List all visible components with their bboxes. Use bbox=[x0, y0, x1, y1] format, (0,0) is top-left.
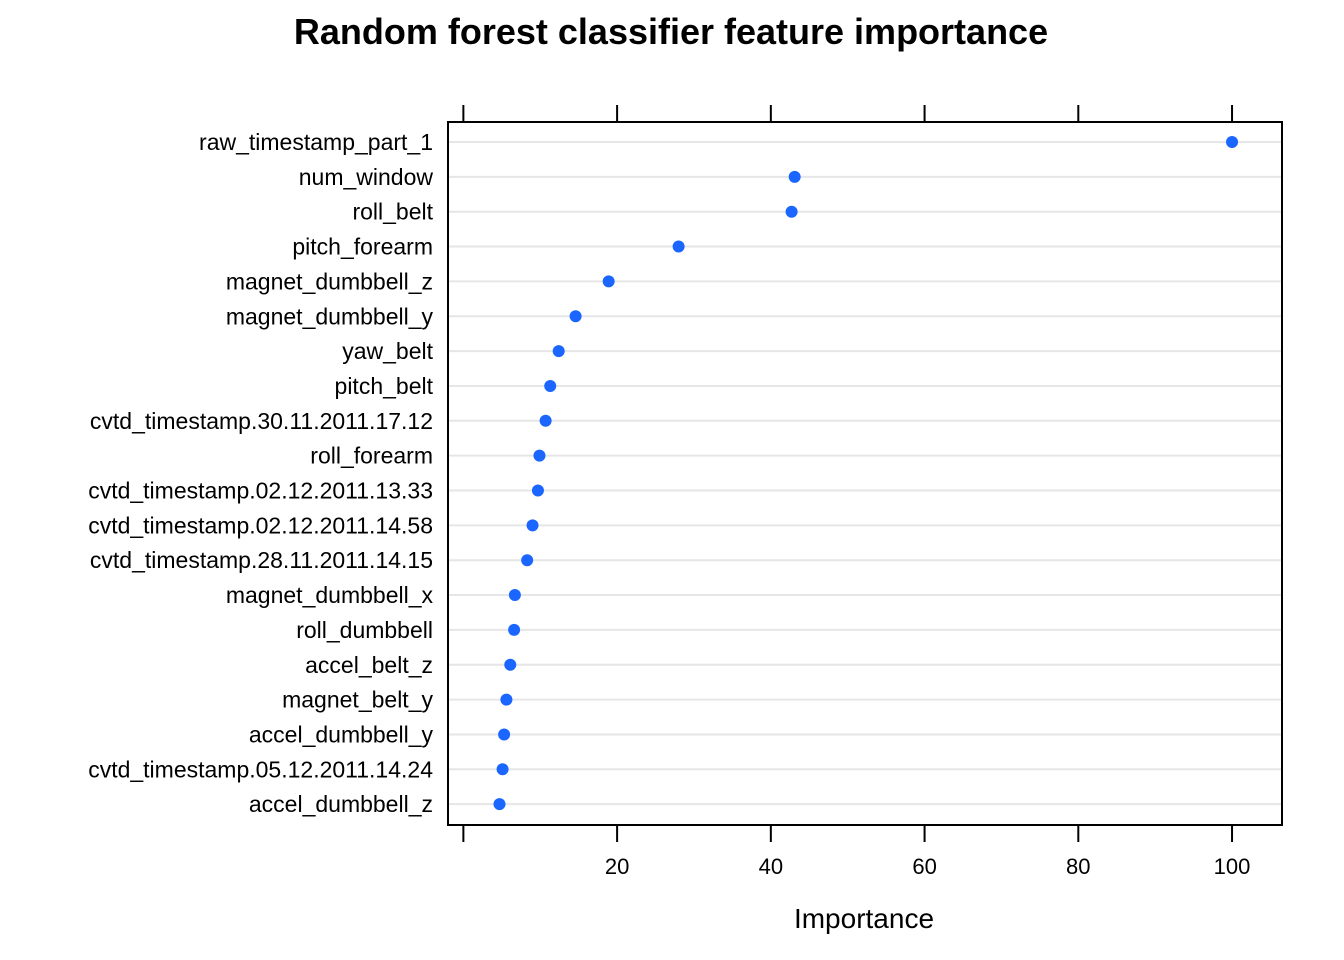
gridlines bbox=[448, 141, 1282, 806]
category-labels: raw_timestamp_part_1 num_window roll_beltp… bbox=[88, 129, 433, 817]
category-label: accel_belt_z bbox=[305, 652, 433, 678]
data-point bbox=[1226, 136, 1239, 148]
category-label: roll_dumbbell bbox=[296, 617, 433, 643]
data-point bbox=[785, 205, 798, 218]
category-label: cvtd_timestamp.02.12.2011.14.58 bbox=[88, 512, 433, 538]
data-point bbox=[508, 623, 521, 636]
category-label: accel_dumbbell_z bbox=[249, 791, 433, 817]
category-label: cvtd_timestamp.30.11.2011.17.12 bbox=[90, 408, 433, 434]
data-point bbox=[544, 379, 557, 392]
data-point bbox=[788, 170, 801, 183]
category-label: cvtd_timestamp.05.12.2011.14.24 bbox=[88, 756, 433, 782]
x-tick-label: 80 bbox=[1066, 854, 1090, 879]
category-label: roll_belt bbox=[352, 199, 433, 225]
x-tick-label: 40 bbox=[759, 854, 783, 879]
category-label: cvtd_timestamp.02.12.2011.13.33 bbox=[88, 478, 433, 504]
category-label: magnet_dumbbell_y bbox=[226, 303, 434, 329]
data-point bbox=[504, 658, 517, 671]
category-label: magnet_dumbbell_x bbox=[226, 582, 434, 608]
data-point bbox=[496, 763, 509, 776]
plot-frame bbox=[447, 121, 1283, 826]
data-point bbox=[602, 275, 615, 288]
x-tick-label: 100 bbox=[1214, 854, 1251, 879]
category-label: pitch_belt bbox=[335, 373, 434, 399]
category-label: num_window bbox=[299, 164, 434, 190]
category-label: magnet_belt_y bbox=[282, 687, 433, 713]
category-label: pitch_forearm bbox=[292, 234, 433, 260]
data-point bbox=[552, 345, 565, 358]
category-label: cvtd_timestamp.28.11.2011.14.15 bbox=[90, 547, 433, 573]
category-label: magnet_dumbbell_z bbox=[226, 268, 433, 294]
category-label: roll_forearm bbox=[310, 443, 433, 469]
x-tick-label: 20 bbox=[605, 854, 629, 879]
axis-ticks: 20 40 60 80 100 bbox=[462, 105, 1251, 879]
category-label: yaw_belt bbox=[342, 338, 433, 364]
data-point bbox=[533, 449, 546, 462]
x-axis-title: Importance bbox=[794, 903, 934, 934]
data-point bbox=[672, 240, 685, 253]
data-point bbox=[500, 693, 513, 706]
data-point bbox=[521, 554, 534, 567]
data-point bbox=[493, 798, 506, 811]
data-point bbox=[508, 589, 521, 602]
data-point bbox=[539, 414, 552, 427]
chart-title: Random forest classifier feature importa… bbox=[294, 11, 1048, 52]
data-point bbox=[498, 728, 511, 741]
data-point bbox=[526, 519, 539, 532]
data-points bbox=[493, 136, 1239, 811]
data-point bbox=[531, 484, 544, 497]
data-point bbox=[569, 310, 582, 323]
category-label: accel_dumbbell_y bbox=[249, 721, 434, 747]
x-tick-label: 60 bbox=[912, 854, 936, 879]
category-label: raw_timestamp_part_1 bbox=[199, 129, 433, 155]
